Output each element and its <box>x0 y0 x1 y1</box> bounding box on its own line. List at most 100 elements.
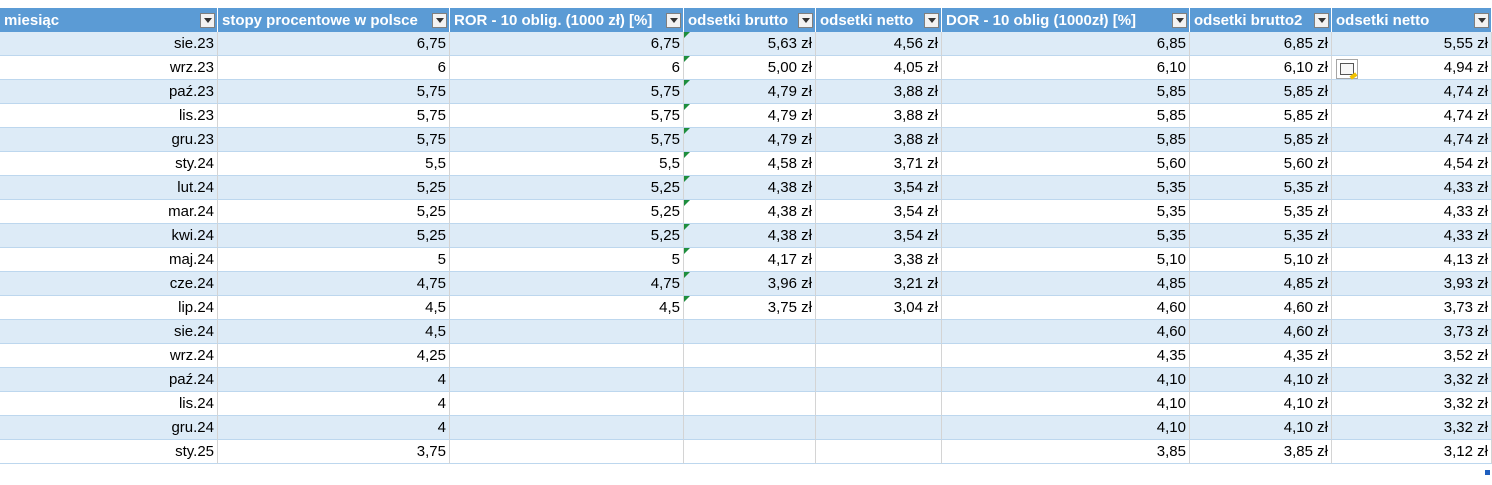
table-cell[interactable]: 3,88 zł <box>816 104 942 128</box>
table-cell[interactable]: lis.23 <box>0 104 218 128</box>
error-indicator-icon[interactable] <box>684 200 690 206</box>
table-cell[interactable] <box>684 392 816 416</box>
table-cell[interactable]: 4,75 <box>450 272 684 296</box>
table-cell[interactable]: 3,75 <box>218 440 450 464</box>
table-cell[interactable]: lip.24 <box>0 296 218 320</box>
table-cell[interactable]: 5,75 <box>218 104 450 128</box>
table-cell[interactable] <box>450 344 684 368</box>
table-cell[interactable]: 4,33 zł <box>1332 200 1492 224</box>
table-cell[interactable]: 4,05 zł <box>816 56 942 80</box>
table-cell[interactable]: 5,75 <box>450 80 684 104</box>
filter-dropdown-icon[interactable] <box>924 12 939 28</box>
table-cell[interactable]: 3,54 zł <box>816 200 942 224</box>
table-cell[interactable]: 3,93 zł <box>1332 272 1492 296</box>
table-cell[interactable]: maj.24 <box>0 248 218 272</box>
error-indicator-icon[interactable] <box>684 80 690 86</box>
table-cell[interactable]: paź.24 <box>0 368 218 392</box>
filter-dropdown-icon[interactable] <box>1474 12 1489 28</box>
table-cell[interactable]: 3,88 zł <box>816 128 942 152</box>
header-cell-stopy[interactable]: stopy procentowe w polsce <box>218 8 450 32</box>
table-cell[interactable]: 5,35 <box>942 224 1190 248</box>
error-indicator-icon[interactable] <box>684 128 690 134</box>
table-cell[interactable]: 4,38 zł <box>684 224 816 248</box>
table-cell[interactable]: 5,5 <box>218 152 450 176</box>
error-indicator-icon[interactable] <box>684 224 690 230</box>
table-cell[interactable]: wrz.24 <box>0 344 218 368</box>
header-cell-odsetki-netto2[interactable]: odsetki netto <box>1332 8 1492 32</box>
table-cell[interactable] <box>816 392 942 416</box>
table-cell[interactable]: paź.23 <box>0 80 218 104</box>
table-cell[interactable]: 5,35 zł <box>1190 176 1332 200</box>
table-cell[interactable]: 4,5 <box>450 296 684 320</box>
table-cell[interactable]: 5,63 zł <box>684 32 816 56</box>
filter-dropdown-icon[interactable] <box>798 12 813 28</box>
table-cell[interactable]: 5 <box>450 248 684 272</box>
table-cell[interactable]: 4,33 zł <box>1332 176 1492 200</box>
table-cell[interactable]: sie.23 <box>0 32 218 56</box>
table-cell[interactable]: 6 <box>218 56 450 80</box>
table-cell[interactable]: 4,85 zł <box>1190 272 1332 296</box>
table-cell[interactable] <box>450 368 684 392</box>
table-cell[interactable]: 5,60 zł <box>1190 152 1332 176</box>
table-cell[interactable]: 4,35 zł <box>1190 344 1332 368</box>
table-cell[interactable]: 5,85 <box>942 128 1190 152</box>
table-cell[interactable]: 5,10 <box>942 248 1190 272</box>
error-indicator-icon[interactable] <box>684 296 690 302</box>
table-cell[interactable]: 5,60 <box>942 152 1190 176</box>
table-cell[interactable]: 3,04 zł <box>816 296 942 320</box>
table-cell[interactable]: 4,10 zł <box>1190 368 1332 392</box>
error-indicator-icon[interactable] <box>684 272 690 278</box>
table-cell[interactable]: mar.24 <box>0 200 218 224</box>
table-cell[interactable]: 3,54 zł <box>816 224 942 248</box>
table-cell[interactable]: 6,85 zł <box>1190 32 1332 56</box>
table-cell[interactable]: 4,60 zł <box>1190 296 1332 320</box>
table-cell[interactable]: 4,10 zł <box>1190 416 1332 440</box>
table-cell[interactable]: 5,75 <box>450 128 684 152</box>
table-cell[interactable]: 4,5 <box>218 296 450 320</box>
header-cell-odsetki-brutto[interactable]: odsetki brutto <box>684 8 816 32</box>
table-cell[interactable]: 5,35 <box>942 176 1190 200</box>
table-cell[interactable]: 6,75 <box>218 32 450 56</box>
table-cell[interactable]: 3,85 zł <box>1190 440 1332 464</box>
table-cell[interactable] <box>816 416 942 440</box>
table-cell[interactable]: 4,74 zł <box>1332 128 1492 152</box>
table-cell[interactable]: sty.25 <box>0 440 218 464</box>
table-cell[interactable] <box>684 344 816 368</box>
table-cell[interactable]: 5,35 zł <box>1190 200 1332 224</box>
table-cell[interactable]: 6 <box>450 56 684 80</box>
table-cell[interactable]: 5,75 <box>218 80 450 104</box>
table-cell[interactable]: 4,38 zł <box>684 200 816 224</box>
table-cell[interactable]: 3,54 zł <box>816 176 942 200</box>
header-cell-miesiac[interactable]: miesiąc <box>0 8 218 32</box>
table-cell[interactable]: 4,10 <box>942 392 1190 416</box>
table-cell[interactable]: cze.24 <box>0 272 218 296</box>
table-cell[interactable] <box>450 440 684 464</box>
table-cell[interactable]: 4,75 <box>218 272 450 296</box>
table-cell[interactable]: lut.24 <box>0 176 218 200</box>
table-cell[interactable]: 6,10 <box>942 56 1190 80</box>
paste-options-icon[interactable] <box>1336 59 1358 79</box>
header-cell-odsetki-brutto2[interactable]: odsetki brutto2 <box>1190 8 1332 32</box>
table-cell[interactable]: 4,58 zł <box>684 152 816 176</box>
table-cell[interactable]: 3,32 zł <box>1332 392 1492 416</box>
table-cell[interactable]: 5,85 zł <box>1190 128 1332 152</box>
filter-dropdown-icon[interactable] <box>200 12 215 28</box>
error-indicator-icon[interactable] <box>684 176 690 182</box>
table-cell[interactable]: 4,60 <box>942 320 1190 344</box>
table-cell[interactable]: 6,75 <box>450 32 684 56</box>
table-cell[interactable]: 3,75 zł <box>684 296 816 320</box>
table-cell[interactable]: 5,00 zł <box>684 56 816 80</box>
table-cell[interactable]: 5,85 <box>942 104 1190 128</box>
table-cell[interactable]: 4 <box>218 392 450 416</box>
table-cell[interactable]: 4,38 zł <box>684 176 816 200</box>
table-cell[interactable]: gru.23 <box>0 128 218 152</box>
fill-handle[interactable] <box>1485 470 1490 475</box>
table-cell[interactable]: sie.24 <box>0 320 218 344</box>
table-cell[interactable]: 5,25 <box>450 200 684 224</box>
filter-dropdown-icon[interactable] <box>666 12 681 28</box>
table-cell[interactable]: gru.24 <box>0 416 218 440</box>
table-cell[interactable]: 3,85 <box>942 440 1190 464</box>
table-cell[interactable] <box>816 440 942 464</box>
table-cell[interactable]: 4,60 <box>942 296 1190 320</box>
table-cell[interactable]: 6,10 zł <box>1190 56 1332 80</box>
